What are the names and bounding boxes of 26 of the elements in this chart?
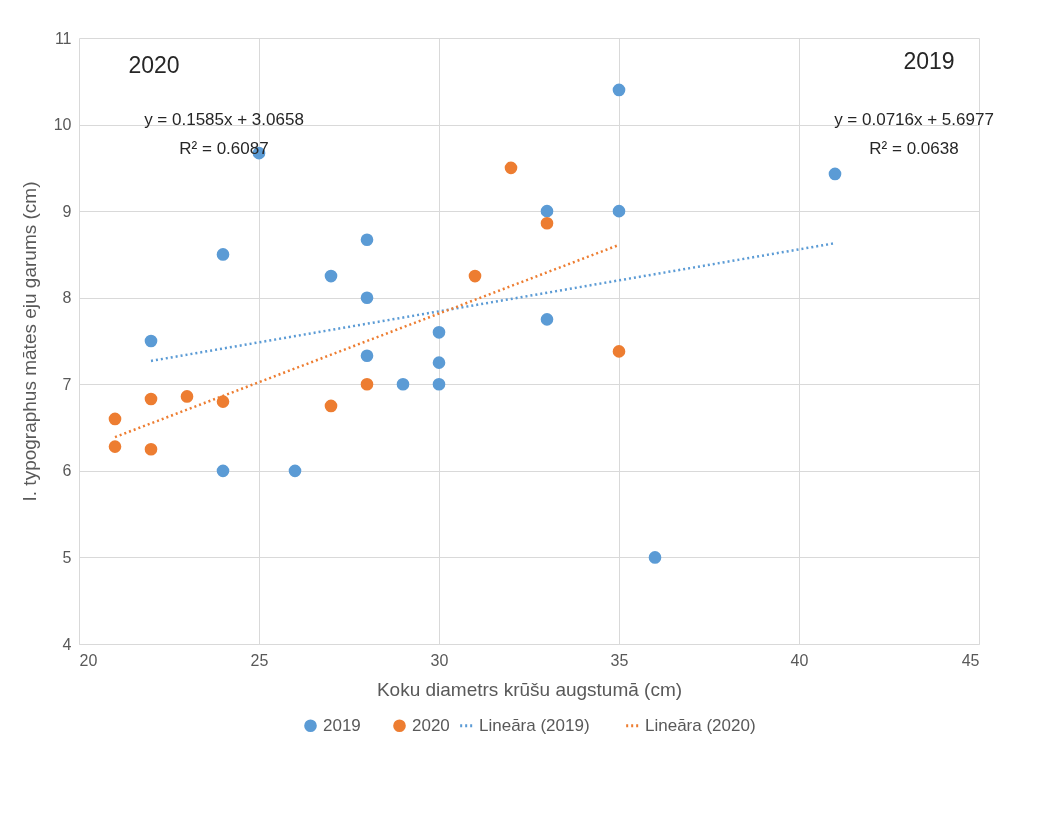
x-tick-label: 30	[430, 651, 449, 669]
annotation: 2019	[903, 48, 955, 74]
x-tick-label: 25	[250, 651, 269, 669]
y-tick-label: 10	[53, 116, 72, 134]
x-tick-label: 45	[961, 651, 980, 669]
annotation: y = 0.1585x + 3.0658	[144, 110, 304, 129]
y-tick-label: 5	[62, 548, 72, 566]
y-axis-title: I. typographus mātes eju garums (cm)	[18, 181, 40, 502]
legend-label: Lineāra (2019)	[479, 715, 590, 735]
x-tick-label: 40	[790, 651, 809, 669]
x-axis-title: Koku diametrs krūšu augstumā (cm)	[376, 678, 683, 700]
x-tick-label: 20	[79, 651, 98, 669]
y-tick-label: 7	[62, 375, 72, 393]
legend-label: 2019	[323, 715, 361, 735]
annotation: R² = 0.6087	[179, 139, 269, 158]
annotation: y = 0.0716x + 5.6977	[834, 110, 994, 129]
x-tick-label: 35	[610, 651, 629, 669]
y-tick-label: 4	[62, 635, 72, 653]
annotation: R² = 0.0638	[869, 139, 959, 158]
legend-label: Lineāra (2020)	[645, 715, 756, 735]
legend-label: 2020	[412, 715, 450, 735]
y-tick-label: 8	[62, 289, 72, 307]
annotation: 2020	[128, 52, 180, 78]
y-tick-label: 6	[62, 462, 72, 480]
y-tick-label: 9	[62, 202, 72, 220]
y-tick-label: 11	[54, 29, 72, 47]
